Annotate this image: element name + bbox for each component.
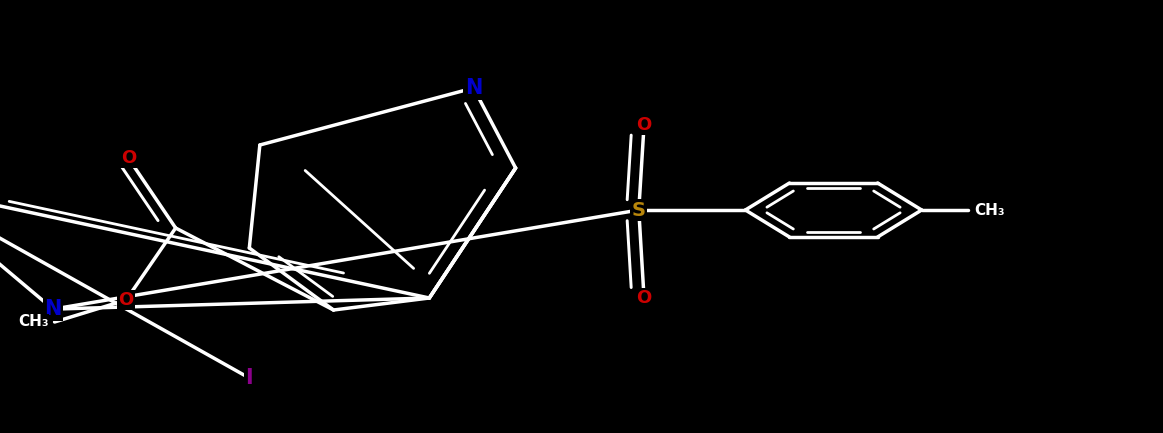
Text: CH₃: CH₃ — [17, 314, 49, 330]
Text: N: N — [44, 299, 62, 319]
Text: S: S — [632, 200, 645, 220]
Text: N: N — [465, 78, 483, 98]
Text: I: I — [245, 368, 254, 388]
Text: O: O — [636, 289, 651, 307]
Text: O: O — [636, 116, 651, 134]
Text: O: O — [119, 291, 134, 309]
Text: O: O — [121, 149, 136, 167]
Text: CH₃: CH₃ — [975, 203, 1005, 217]
